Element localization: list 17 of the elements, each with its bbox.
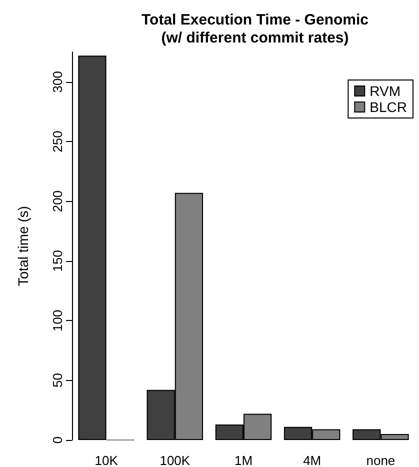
legend-label: RVM xyxy=(370,83,401,99)
legend-label: BLCR xyxy=(370,99,408,115)
y-tick-label: 50 xyxy=(50,373,65,388)
y-axis-title: Total time (s) xyxy=(15,206,31,286)
y-tick-label: 250 xyxy=(50,130,65,152)
y-tick-label: 300 xyxy=(50,70,65,93)
y-tick-label: 0 xyxy=(50,436,65,444)
x-tick-label: 10K xyxy=(94,453,118,467)
x-tick-label: 100K xyxy=(160,453,190,467)
x-tick-label: none xyxy=(366,453,396,467)
y-tick-label: 200 xyxy=(50,190,65,212)
chart-title: Total Execution Time - Genomic (w/ different commit rates) xyxy=(142,12,368,46)
y-tick-label: 100 xyxy=(50,310,65,332)
x-tick-label: 4M xyxy=(303,453,322,467)
x-tick-label: 1M xyxy=(234,453,253,467)
bar xyxy=(78,56,106,440)
y-tick-label: 150 xyxy=(50,250,65,272)
